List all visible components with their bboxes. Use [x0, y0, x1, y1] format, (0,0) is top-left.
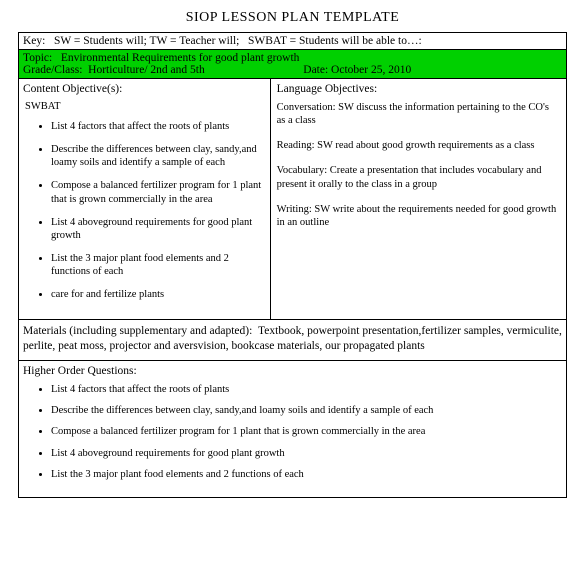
list-item: List 4 factors that affect the roots of … [51, 120, 266, 133]
list-item: List 4 aboveground requirements for good… [51, 447, 562, 460]
list-item: Describe the differences between clay, s… [51, 143, 266, 169]
page-title: SIOP LESSON PLAN TEMPLATE [18, 10, 567, 26]
list-item: List the 3 major plant food elements and… [51, 252, 266, 278]
materials-label: Materials (including supplementary and a… [23, 325, 252, 337]
list-item: Compose a balanced fertilizer program fo… [51, 425, 562, 438]
list-item: Compose a balanced fertilizer program fo… [51, 179, 266, 205]
objectives-row: Content Objective(s): SWBAT List 4 facto… [19, 79, 566, 320]
list-item: care for and fertilize plants [51, 288, 266, 301]
list-item: List the 3 major plant food elements and… [51, 468, 562, 481]
language-heading: Language Objectives: [277, 83, 560, 95]
topic-block: Topic: Environmental Requirements for go… [19, 50, 566, 79]
list-item: List 4 factors that affect the roots of … [51, 383, 562, 396]
content-heading: Content Objective(s): [23, 83, 266, 95]
content-bullets: List 4 factors that affect the roots of … [23, 120, 266, 301]
topic-line: Topic: Environmental Requirements for go… [23, 52, 562, 64]
list-item: List 4 aboveground requirements for good… [51, 216, 266, 242]
key-row: Key: SW = Students will; TW = Teacher wi… [19, 33, 566, 50]
list-item: Describe the differences between clay, s… [51, 404, 562, 417]
hoq-heading: Higher Order Questions: [23, 365, 562, 377]
swbat-label: SWBAT [25, 101, 266, 112]
lang-item: Writing: SW write about the requirements… [277, 203, 560, 229]
lesson-plan-frame: Key: SW = Students will; TW = Teacher wi… [18, 32, 567, 498]
lang-item: Conversation: SW discuss the information… [277, 101, 560, 127]
language-objectives-col: Language Objectives: Conversation: SW di… [271, 79, 566, 319]
lang-item: Reading: SW read about good growth requi… [277, 139, 560, 152]
lang-item: Vocabulary: Create a presentation that i… [277, 164, 560, 190]
date-line: Date: October 25, 2010 [303, 64, 562, 76]
materials-row: Materials (including supplementary and a… [19, 320, 566, 361]
hoq-bullets: List 4 factors that affect the roots of … [23, 383, 562, 481]
higher-order-questions: Higher Order Questions: List 4 factors t… [19, 361, 566, 497]
grade-line: Grade/Class: Horticulture/ 2nd and 5th [23, 64, 303, 76]
content-objectives-col: Content Objective(s): SWBAT List 4 facto… [19, 79, 271, 319]
